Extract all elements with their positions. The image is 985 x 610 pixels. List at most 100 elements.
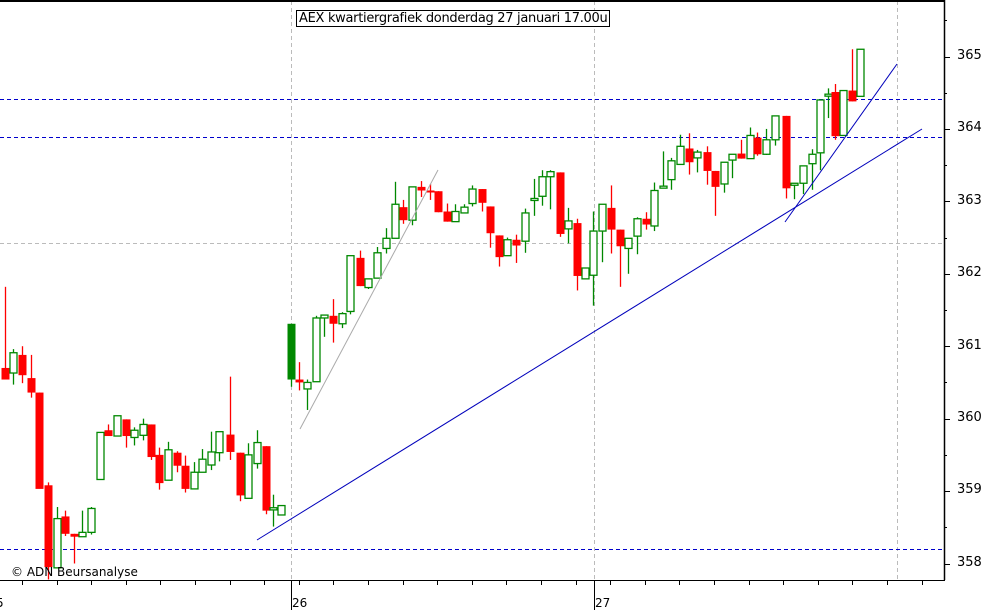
candle-body-up — [799, 165, 808, 184]
candle-body-up — [130, 429, 139, 439]
y-tick-label: 363 — [957, 193, 982, 208]
candle-body-up — [624, 237, 633, 250]
candle-body-down — [486, 206, 495, 234]
candle-body-up — [373, 252, 382, 279]
candle-body-down — [737, 153, 746, 159]
candle-body-down — [155, 454, 164, 484]
candle-body-down — [329, 315, 338, 324]
candle-body-down — [495, 235, 504, 258]
y-tick-label: 364 — [957, 120, 982, 135]
candle-body-up — [564, 220, 573, 230]
candle-body-down — [181, 465, 190, 489]
candle-body-down — [173, 452, 182, 466]
x-tick-label: 27 — [595, 596, 611, 610]
candle-body-up — [78, 531, 87, 538]
candle-body-down — [434, 191, 443, 213]
candle-body-up — [598, 203, 607, 232]
candle-body-up — [277, 504, 286, 516]
candle-body-down — [61, 516, 70, 534]
candle-body-up — [824, 93, 833, 97]
candle-body-up — [198, 458, 207, 473]
candle-body-up — [207, 451, 216, 466]
candle-body-down — [226, 434, 235, 452]
candle-body-down — [642, 218, 651, 225]
candle-body-up — [9, 352, 18, 374]
candle-body-up — [244, 454, 253, 499]
candle-body-up — [287, 323, 296, 380]
candle-body-down — [573, 223, 582, 276]
candle-body-up — [312, 317, 321, 383]
candle-body-down — [262, 446, 271, 511]
candle-body-down — [685, 148, 694, 163]
candle-body-down — [753, 137, 762, 155]
candle-body-up — [269, 507, 278, 511]
candle-body-up — [633, 218, 642, 237]
trendline — [299, 169, 439, 430]
candle-body-up — [468, 188, 477, 205]
candle-body-down — [399, 207, 408, 221]
candle-body-up — [391, 203, 400, 239]
candle-body-up — [546, 171, 555, 178]
candle-body-up — [346, 255, 355, 313]
candle-body-up — [303, 381, 312, 390]
candle-body-up — [215, 431, 224, 454]
copyright-label: © ADN Beursanalyse — [11, 565, 138, 579]
candle-body-up — [790, 182, 799, 186]
candle-body-up — [338, 312, 347, 325]
candle-body-down — [44, 485, 53, 568]
candle-body-up — [808, 153, 817, 165]
candle-body-up — [530, 197, 539, 202]
candle-body-up — [503, 239, 512, 257]
candle-body-down — [417, 186, 426, 191]
y-tick-label: 365 — [957, 48, 982, 63]
candle-body-up — [856, 48, 865, 97]
candle-body-up — [581, 267, 590, 280]
candle-body-up — [451, 210, 460, 223]
candle-body-down — [607, 207, 616, 230]
candle-body-up — [96, 431, 105, 481]
candle-body-down — [104, 430, 113, 437]
candle-body-up — [771, 115, 780, 141]
x-tick-label: 26 — [292, 596, 308, 610]
candle-body-down — [356, 257, 365, 287]
candle-body-down — [426, 190, 435, 193]
candle-body-down — [70, 533, 79, 537]
candle-body-up — [87, 507, 96, 534]
candle-body-up — [320, 314, 329, 319]
candle-body-down — [848, 90, 857, 102]
candle-body-up — [816, 99, 825, 154]
candle-body-up — [364, 278, 373, 289]
candle-body-up — [746, 134, 755, 160]
trendline — [784, 63, 898, 223]
candle-body-up — [521, 212, 530, 242]
candle-body-down — [711, 170, 720, 187]
candle-body-up — [408, 186, 417, 221]
candle-body-up — [190, 471, 199, 490]
candle-body-up — [164, 449, 173, 481]
candle-body-down — [443, 211, 452, 222]
candle-body-down — [703, 152, 712, 171]
y-tick-label: 360 — [957, 410, 982, 425]
candle-body-down — [147, 424, 156, 458]
candle-body-down — [295, 379, 304, 383]
candle-body-up — [720, 161, 729, 185]
x-tick-label: 5 — [0, 596, 4, 610]
candle-body-up — [382, 237, 391, 250]
chart-title: AEX kwartiergrafiek donderdag 27 januari… — [296, 10, 611, 27]
candle-body-down — [122, 419, 131, 437]
candle-body-up — [53, 517, 62, 569]
y-tick-label: 362 — [957, 265, 982, 280]
candle-body-down — [236, 452, 245, 496]
candle-body-down — [616, 229, 625, 247]
candle-body-up — [693, 151, 702, 159]
candle-body-up — [667, 160, 676, 181]
candle-body-up — [589, 230, 598, 276]
candle-body-up — [676, 145, 685, 166]
candle-body-down — [782, 115, 791, 189]
candle-body-up — [139, 423, 148, 436]
y-tick-label: 359 — [957, 482, 982, 497]
candle-body-down — [35, 392, 44, 489]
candle-body-down — [831, 91, 840, 137]
candle-body-up — [839, 89, 848, 137]
